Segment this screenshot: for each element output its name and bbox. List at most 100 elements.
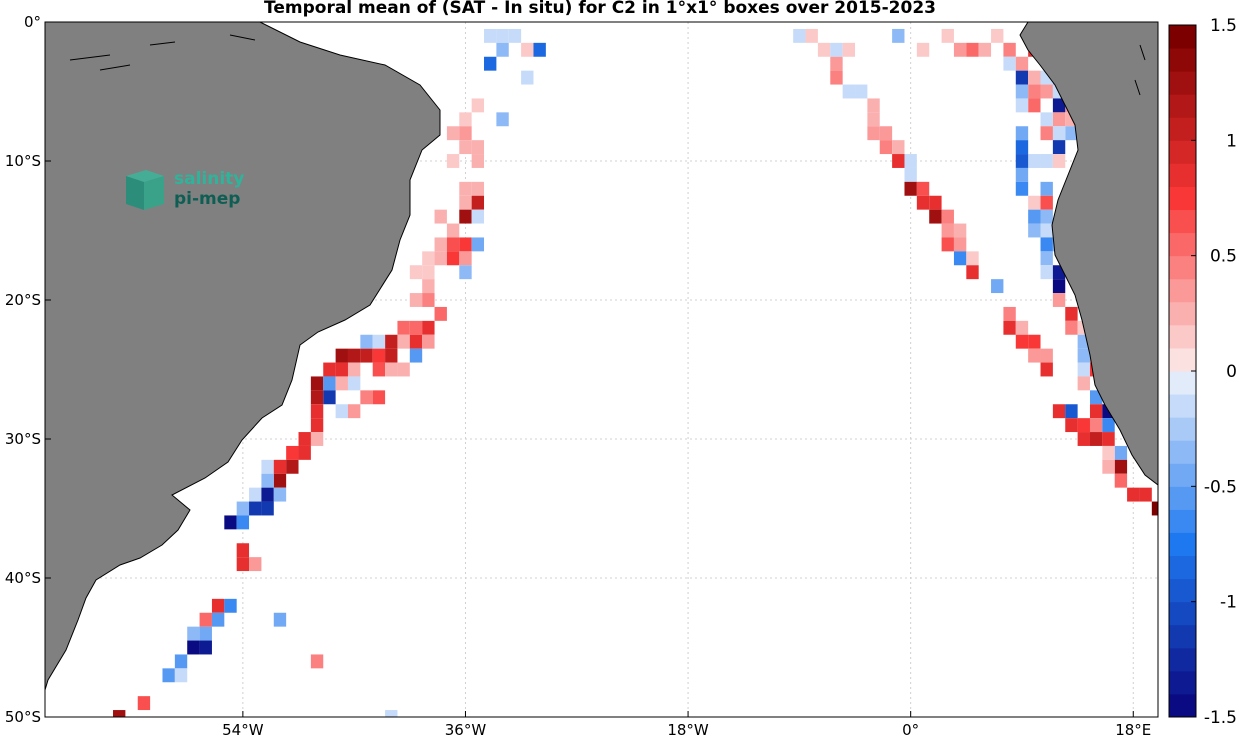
colorbar-segment: [1169, 509, 1196, 533]
heatmap-cell: [1028, 154, 1041, 168]
heatmap-cell: [459, 195, 472, 210]
heatmap-cell: [422, 334, 435, 349]
heatmap-cell: [1040, 154, 1053, 168]
heatmap-cell: [298, 445, 311, 460]
heatmap-cell: [459, 251, 472, 266]
heatmap-cell: [1003, 42, 1016, 57]
heatmap-cell: [1040, 126, 1053, 141]
heatmap-cell: [916, 181, 930, 196]
colorbar-tick-label: -1.5: [1204, 708, 1237, 728]
heatmap-cell: [978, 42, 992, 57]
heatmap-cell: [867, 126, 880, 141]
colorbar-segment: [1169, 140, 1196, 164]
heatmap-cell: [830, 56, 843, 71]
heatmap-cell: [199, 640, 212, 655]
heatmap-cell: [360, 390, 373, 405]
heatmap-cell: [966, 251, 979, 266]
colorbar-segment: [1169, 647, 1196, 672]
heatmap-cell: [459, 181, 472, 196]
heatmap-cell: [1028, 84, 1041, 99]
heatmap-cell: [409, 320, 423, 335]
heatmap-cell: [1139, 487, 1152, 502]
heatmap-cell: [1015, 70, 1029, 85]
heatmap-cell: [459, 112, 472, 127]
heatmap-cell: [991, 279, 1004, 294]
heatmap-cell: [298, 432, 311, 446]
heatmap-cell: [471, 98, 485, 113]
heatmap-cell: [855, 84, 868, 99]
plot-frame: [44, 21, 1159, 718]
heatmap-cell: [1015, 154, 1029, 168]
heatmap-cell: [1015, 56, 1029, 71]
y-tick-label: 50°S: [5, 708, 41, 726]
heatmap-cell: [459, 140, 472, 155]
heatmap-cell: [397, 362, 410, 377]
y-tick-label: 10°S: [5, 152, 41, 170]
heatmap-cell: [409, 293, 423, 307]
heatmap-cell: [521, 70, 534, 85]
heatmap-cell: [249, 557, 262, 572]
heatmap-cell: [286, 459, 299, 474]
colorbar-segment: [1169, 463, 1196, 487]
heatmap-cell: [385, 362, 398, 377]
y-tick-label: 40°S: [5, 569, 41, 587]
colorbar-segment: [1169, 209, 1196, 234]
heatmap-cell: [199, 626, 212, 641]
heatmap-cell: [434, 251, 447, 266]
heatmap-cell: [446, 237, 460, 252]
chart-title: Temporal mean of (SAT - In situ) for C2 …: [264, 0, 936, 18]
heatmap-cell: [1040, 195, 1053, 210]
heatmap-cell: [273, 473, 287, 488]
heatmap-cell: [929, 209, 942, 224]
heatmap-cell: [793, 28, 806, 43]
heatmap-cell: [1102, 418, 1115, 433]
heatmap-cell: [1065, 320, 1078, 335]
y-tick-label: 30°S: [5, 430, 41, 448]
heatmap-cell: [211, 598, 225, 613]
heatmap-cell: [1127, 487, 1140, 502]
heatmap-cell: [1077, 418, 1090, 433]
heatmap-cell: [991, 28, 1004, 43]
heatmap-cell: [310, 404, 324, 419]
heatmap-cell: [1040, 209, 1053, 224]
heatmap-cell: [830, 42, 843, 57]
heatmap-cell: [335, 362, 348, 377]
heatmap-cell: [422, 279, 435, 294]
heatmap-cell: [459, 265, 472, 280]
heatmap-cell: [187, 626, 200, 641]
heatmap-cell: [434, 306, 447, 321]
heatmap-cell: [211, 612, 225, 627]
colorbar-segment: [1169, 371, 1196, 395]
heatmap-cell: [459, 237, 472, 252]
heatmap-cell: [533, 42, 546, 57]
heatmap-cell: [496, 112, 509, 127]
heatmap-cell: [1040, 251, 1053, 266]
colorbar: [1168, 24, 1197, 718]
heatmap-cell: [162, 668, 175, 683]
heatmap-cell: [409, 348, 423, 363]
colorbar-segment: [1169, 163, 1196, 187]
heatmap-cell: [224, 598, 237, 613]
y-tick-label: 20°S: [5, 291, 41, 309]
heatmap-cell: [360, 334, 373, 349]
africa-landmass: [1019, 22, 1158, 486]
colorbar-tick-label: 1: [1226, 131, 1237, 151]
heatmap-cell: [422, 293, 435, 307]
heatmap-cell: [1065, 306, 1078, 321]
heatmap-cell: [446, 251, 460, 266]
heatmap-cell: [1052, 154, 1066, 168]
heatmap-cell: [286, 445, 299, 460]
heatmap-cell: [446, 223, 460, 238]
heatmap-cell: [335, 348, 348, 363]
heatmap-cell: [1052, 404, 1066, 419]
heatmap-cell: [249, 487, 262, 502]
colorbar-segment: [1169, 324, 1196, 349]
colorbar-segment: [1169, 48, 1196, 72]
heatmap-cell: [310, 376, 324, 391]
heatmap-cell: [1102, 459, 1115, 474]
heatmap-cell: [347, 404, 361, 419]
heatmap-cell: [879, 126, 893, 141]
heatmap-cell: [1052, 126, 1066, 141]
heatmap-cell: [1015, 181, 1029, 196]
heatmap-cell: [842, 42, 856, 57]
